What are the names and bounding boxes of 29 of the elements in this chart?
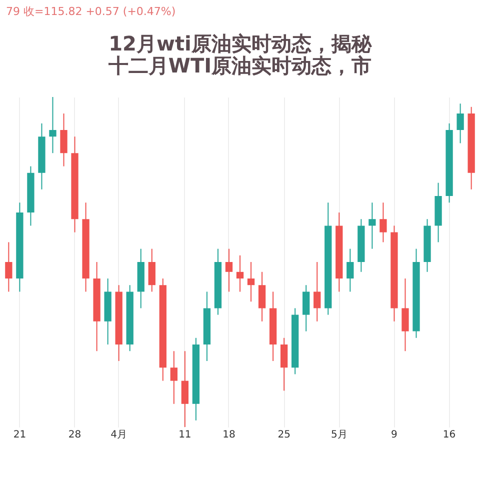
text: 79 收=115.82 +0.57 (+0.47%) — [5, 4, 177, 20]
candlestick — [5, 242, 12, 292]
x-tick-label: 21 — [13, 430, 26, 440]
candlestick — [302, 284, 310, 332]
x-tick-label: 28 — [68, 430, 82, 440]
candlestick — [258, 271, 266, 322]
candlestick — [225, 248, 233, 292]
candlestick — [181, 350, 189, 428]
candlestick — [60, 113, 68, 167]
candlestick — [346, 248, 354, 292]
x-tick-label: 11 — [178, 430, 192, 440]
candlestick — [456, 103, 464, 144]
candlestick — [280, 337, 288, 392]
candlestick — [380, 202, 387, 243]
candlestick — [49, 96, 56, 154]
candlestick — [314, 262, 321, 322]
candlestick — [368, 202, 376, 250]
x-tick-label: 16 — [442, 430, 456, 440]
chart-title: 12月wti原油实时动态，揭秘十二月WTI原油实时动态，市 — [107, 32, 372, 78]
candlestick — [236, 254, 244, 292]
x-tick-label: 4月 — [110, 430, 128, 440]
x-tick-label: 5月 — [330, 430, 348, 440]
x-tick-label: 9 — [391, 430, 398, 440]
candlestick — [247, 262, 255, 302]
x-tick-label: 25 — [278, 430, 290, 440]
candlestick — [402, 278, 409, 352]
candlestick — [148, 248, 156, 292]
x-tick-label: 18 — [222, 430, 236, 440]
candlestick — [170, 350, 178, 404]
